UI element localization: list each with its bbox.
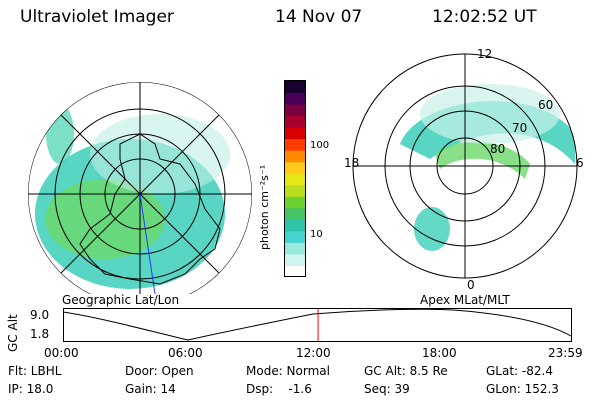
altitude-curve — [63, 308, 572, 341]
auroral-emission-edge — [46, 104, 74, 164]
ip-info: IP: 18.0 — [8, 382, 54, 396]
colorbar-segment — [285, 253, 305, 266]
mlat-label-80: 80 — [490, 142, 506, 156]
colorbar-segment — [285, 161, 305, 174]
colorbar-tick-10: 10 — [310, 229, 323, 240]
colorbar-segment — [285, 242, 305, 255]
mlat-label-60: 60 — [538, 98, 554, 112]
colorbar-segment — [285, 219, 305, 232]
mlt-label-18: 18 — [344, 156, 360, 170]
colorbar-segment — [285, 104, 305, 117]
glat-info: GLat: -82.4 — [486, 364, 553, 378]
colorbar-segment — [285, 81, 305, 94]
colorbar-segment — [285, 184, 305, 197]
auroral-emission-faint — [90, 114, 230, 194]
colorbar-segment — [285, 207, 305, 220]
observation-date: 14 Nov 07 — [275, 7, 363, 27]
glon-info: GLon: 152.3 — [486, 382, 559, 396]
magnetic-caption: Apex MLat/MLT — [420, 293, 510, 307]
auroral-patch — [414, 207, 450, 251]
altitude-tick-low: 1.8 — [30, 327, 50, 341]
colorbar-segment — [285, 173, 305, 186]
altitude-axis-title: GC Alt — [6, 314, 20, 352]
mlat-label-70: 70 — [512, 121, 528, 135]
auroral-faint — [420, 84, 560, 144]
magnetic-map — [352, 53, 578, 279]
seq-info: Seq: 39 — [364, 382, 410, 396]
colorbar-segment — [285, 138, 305, 151]
time-tick-2359: 23:59 — [548, 346, 583, 360]
colorbar-segment — [285, 230, 305, 243]
observation-time: 12:02:52 UT — [432, 7, 537, 27]
filter-info: Flt: LBHL — [8, 364, 62, 378]
colorbar-segment — [285, 92, 305, 105]
altitude-tick-high: 9.0 — [30, 308, 50, 322]
mlt-label-12: 12 — [477, 47, 493, 61]
time-tick-1800: 18:00 — [422, 346, 457, 360]
gain-info: Gain: 14 — [125, 382, 176, 396]
colorbar-tick-100: 100 — [310, 140, 330, 151]
colorbar-segment — [285, 115, 305, 128]
colorbar-segment — [285, 150, 305, 163]
colorbar — [284, 80, 306, 278]
instrument-title: Ultraviolet Imager — [20, 7, 174, 27]
auroral-oval-inner — [435, 141, 530, 179]
mlt-label-0: 0 — [467, 278, 475, 292]
time-tick-0000: 00:00 — [44, 346, 79, 360]
colorbar-unit-label: photon cm⁻²s⁻¹ — [258, 164, 271, 250]
dsp-info: Dsp: -1.6 — [246, 382, 312, 396]
geographic-caption: Geographic Lat/Lon — [62, 293, 180, 307]
gc-alt-info: GC Alt: 8.5 Re — [364, 364, 448, 378]
colorbar-segment — [285, 196, 305, 209]
altitude-strip — [63, 308, 572, 342]
geographic-map — [28, 82, 252, 294]
time-tick-1200: 12:00 — [296, 346, 331, 360]
mode-info: Mode: Normal — [246, 364, 330, 378]
time-tick-0600: 06:00 — [168, 346, 203, 360]
colorbar-segment — [285, 127, 305, 140]
coastline — [79, 133, 221, 285]
door-info: Door: Open — [125, 364, 194, 378]
colorbar-segment — [285, 265, 305, 278]
mlt-label-6: 6 — [576, 156, 584, 170]
